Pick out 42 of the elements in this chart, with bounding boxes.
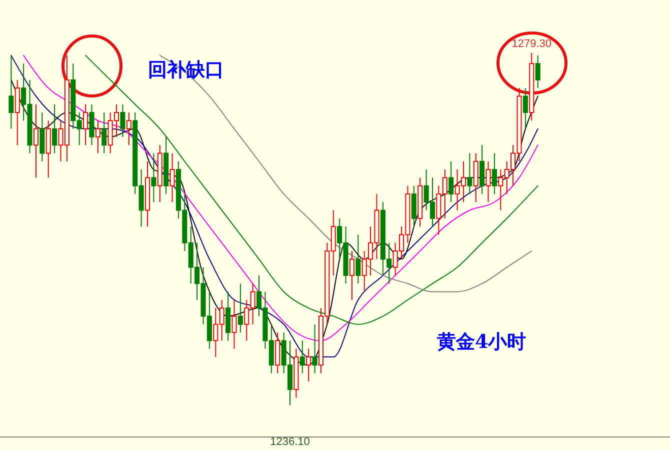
- candlestick: [473, 152, 478, 203]
- candlestick: [95, 120, 100, 154]
- candlestick: [529, 52, 534, 122]
- candlestick: [232, 299, 237, 350]
- candlestick: [411, 185, 416, 228]
- candlestick: [226, 291, 231, 342]
- candlestick: [522, 88, 528, 130]
- candlestick: [294, 348, 299, 398]
- candlestick: [312, 324, 318, 374]
- candlestick: [151, 152, 156, 203]
- annotation: 1279.30: [512, 38, 552, 50]
- candlestick: [492, 152, 497, 194]
- candlestick: [300, 340, 305, 374]
- candlestick: [356, 234, 361, 284]
- candlestick: [89, 104, 94, 146]
- candlestick: [83, 104, 88, 146]
- candlestick: [448, 160, 454, 203]
- candlestick: [33, 104, 38, 178]
- candlestick: [467, 152, 472, 194]
- candlestick: [14, 79, 20, 146]
- candlestick: [126, 112, 132, 146]
- candlestick: [170, 152, 175, 203]
- candlestick: [157, 144, 162, 203]
- candlestick: [238, 283, 243, 333]
- annotation: 黄金4小时: [436, 331, 526, 353]
- candlestick: [535, 54, 540, 89]
- candlestick: [486, 160, 491, 203]
- candlestick: [102, 112, 107, 154]
- candlestick: [46, 120, 51, 178]
- annotation: 1236.10: [270, 436, 310, 448]
- candlestick: [120, 104, 126, 138]
- candlestick: [164, 136, 169, 194]
- candlestick: [275, 332, 280, 374]
- candlestick: [418, 177, 423, 228]
- candlestick: [480, 144, 485, 194]
- candlestick: [52, 104, 58, 154]
- candlestick: [144, 160, 150, 228]
- candlestick: [349, 250, 354, 300]
- candlestick: [306, 348, 312, 382]
- candlestick: [40, 112, 45, 162]
- annotation: 回补缺口: [148, 59, 224, 81]
- candlestick: [8, 54, 14, 130]
